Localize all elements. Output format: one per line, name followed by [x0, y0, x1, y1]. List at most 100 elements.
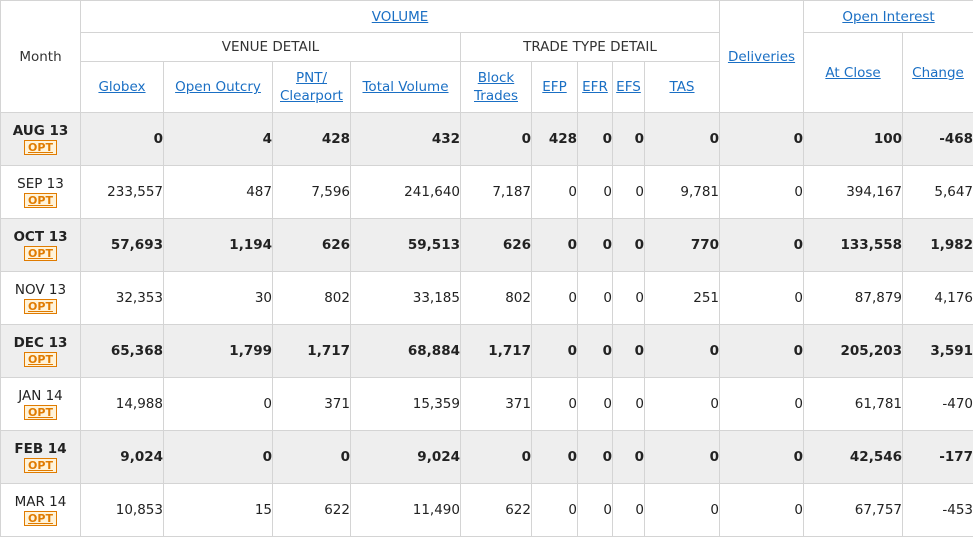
- change-link[interactable]: Change: [912, 64, 964, 81]
- opt-badge[interactable]: OPT: [24, 246, 57, 261]
- efp-link[interactable]: EFP: [542, 79, 567, 95]
- globex-cell: 14,988: [80, 377, 164, 431]
- tas-cell: 251: [643, 271, 721, 325]
- tas-link[interactable]: TAS: [669, 79, 695, 95]
- efp-cell: 0: [531, 165, 578, 219]
- at-close-link[interactable]: At Close: [825, 64, 881, 81]
- tas-cell: 0: [643, 483, 721, 537]
- block-trades-cell: 622: [460, 483, 532, 537]
- open-outcry-cell: 487: [163, 165, 273, 219]
- table-row: OCT 13 OPT 57,693 1,194 626 59,513 626 0 …: [0, 218, 973, 272]
- month-cell: JAN 14 OPT: [0, 377, 81, 431]
- deliveries-cell: 0: [719, 377, 805, 431]
- tas-cell: 0: [643, 324, 721, 378]
- pnt-cell: 371: [272, 377, 351, 431]
- at-close-cell: 205,203: [803, 324, 904, 378]
- month-cell: SEP 13 OPT: [0, 165, 81, 219]
- globex-cell: 65,368: [80, 324, 164, 378]
- efs-cell: 0: [612, 324, 645, 378]
- change-header: Change: [902, 32, 973, 113]
- opt-badge[interactable]: OPT: [24, 140, 57, 155]
- month-label: MAR 14: [14, 494, 67, 510]
- efr-cell: 0: [577, 271, 613, 325]
- open-outcry-cell: 1,799: [163, 324, 273, 378]
- total-volume-cell: 15,359: [350, 377, 461, 431]
- volume-header: VOLUME: [79, 0, 721, 33]
- month-label: SEP 13: [17, 176, 64, 192]
- total-volume-header: Total Volume: [350, 61, 461, 113]
- pnt-cell: 626: [272, 218, 351, 272]
- open-outcry-cell: 0: [163, 430, 273, 484]
- pnt-line2: Clearport: [280, 88, 343, 104]
- at-close-cell: 61,781: [803, 377, 904, 431]
- opt-badge[interactable]: OPT: [24, 352, 57, 367]
- pnt-cell: 1,717: [272, 324, 351, 378]
- pnt-clearport-link[interactable]: PNT/Clearport: [280, 70, 343, 104]
- month-cell: DEC 13 OPT: [0, 324, 81, 378]
- change-cell: -453: [902, 483, 973, 537]
- month-label: DEC 13: [13, 335, 68, 351]
- table-row: SEP 13 OPT 233,557 487 7,596 241,640 7,18…: [0, 165, 973, 219]
- volume-link[interactable]: VOLUME: [371, 8, 429, 25]
- deliveries-cell: 0: [719, 430, 805, 484]
- open-outcry-cell: 4: [163, 112, 273, 166]
- change-cell: 1,982: [902, 218, 973, 272]
- open-outcry-link[interactable]: Open Outcry: [175, 79, 261, 95]
- pnt-cell: 622: [272, 483, 351, 537]
- open-outcry-cell: 0: [163, 377, 273, 431]
- efs-header: EFS: [612, 61, 645, 113]
- table-row: MAR 14 OPT 10,853 15 622 11,490 622 0 0 0…: [0, 483, 973, 537]
- at-close-header: At Close: [803, 32, 904, 113]
- change-cell: 4,176: [902, 271, 973, 325]
- month-cell: AUG 13 OPT: [0, 112, 81, 166]
- deliveries-cell: 0: [719, 271, 805, 325]
- opt-badge[interactable]: OPT: [24, 458, 57, 473]
- venue-detail-header: VENUE DETAIL: [80, 32, 461, 62]
- block-trades-header: Block Trades: [460, 61, 532, 113]
- opt-badge[interactable]: OPT: [24, 193, 57, 208]
- open-interest-link[interactable]: Open Interest: [842, 8, 935, 25]
- tas-cell: 0: [643, 377, 721, 431]
- opt-badge[interactable]: OPT: [24, 299, 57, 314]
- efp-cell: 428: [531, 112, 578, 166]
- globex-header: Globex: [80, 61, 164, 113]
- opt-badge[interactable]: OPT: [24, 405, 57, 420]
- globex-link[interactable]: Globex: [98, 79, 146, 95]
- total-volume-cell: 9,024: [350, 430, 461, 484]
- month-label: OCT 13: [13, 229, 68, 245]
- efp-header: EFP: [531, 61, 578, 113]
- change-cell: -468: [902, 112, 973, 166]
- month-cell: MAR 14 OPT: [0, 483, 81, 537]
- deliveries-cell: 0: [719, 483, 805, 537]
- at-close-cell: 133,558: [803, 218, 904, 272]
- efs-cell: 0: [612, 112, 645, 166]
- efs-link[interactable]: EFS: [616, 79, 641, 95]
- total-volume-cell: 59,513: [350, 218, 461, 272]
- month-label: AUG 13: [12, 123, 69, 139]
- efs-cell: 0: [612, 218, 645, 272]
- efp-cell: 0: [531, 377, 578, 431]
- opt-badge[interactable]: OPT: [24, 511, 57, 526]
- globex-cell: 32,353: [80, 271, 164, 325]
- block-trades-cell: 371: [460, 377, 532, 431]
- block-trades-link[interactable]: Block Trades: [474, 70, 518, 104]
- efr-cell: 0: [577, 112, 613, 166]
- block-trades-cell: 626: [460, 218, 532, 272]
- efs-cell: 0: [612, 430, 645, 484]
- pnt-cell: 802: [272, 271, 351, 325]
- total-volume-cell: 33,185: [350, 271, 461, 325]
- change-cell: -177: [902, 430, 973, 484]
- deliveries-cell: 0: [719, 218, 805, 272]
- efr-cell: 0: [577, 324, 613, 378]
- month-cell: FEB 14 OPT: [0, 430, 81, 484]
- globex-cell: 10,853: [80, 483, 164, 537]
- block-trades-cell: 7,187: [460, 165, 532, 219]
- total-volume-link[interactable]: Total Volume: [362, 79, 449, 95]
- efp-cell: 0: [531, 271, 578, 325]
- month-label: JAN 14: [18, 388, 63, 404]
- deliveries-link[interactable]: Deliveries: [727, 48, 796, 65]
- efr-header: EFR: [577, 61, 613, 113]
- efr-link[interactable]: EFR: [582, 79, 608, 95]
- total-volume-cell: 68,884: [350, 324, 461, 378]
- table-row: NOV 13 OPT 32,353 30 802 33,185 802 0 0 0…: [0, 271, 973, 325]
